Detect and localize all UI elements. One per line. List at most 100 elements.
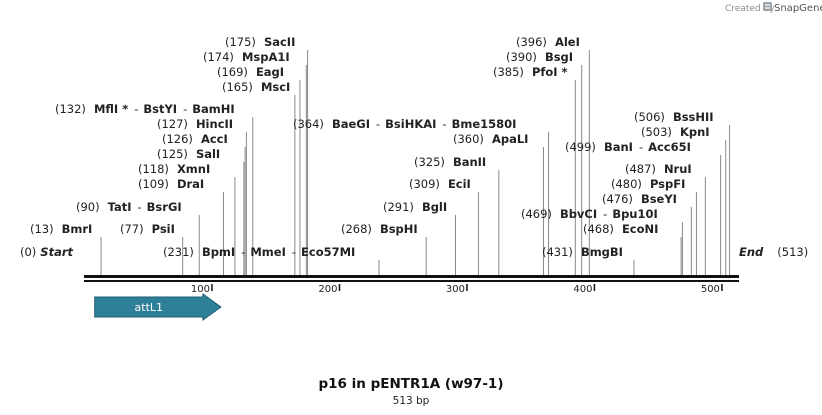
site-separator: - xyxy=(639,140,643,154)
site-position: (360) xyxy=(453,132,484,146)
site-position: (309) xyxy=(409,177,440,191)
site-label: (364) BaeGI - BsiHKAI - Bme1580I xyxy=(293,117,516,131)
site-label: (325) BanII xyxy=(414,155,486,169)
site-label: (174) MspA1I xyxy=(203,50,290,64)
site-separator: - xyxy=(292,245,296,259)
start-position: (0) xyxy=(20,245,36,259)
site-label: (309) EciI xyxy=(409,177,471,191)
ruler-tick-label: 400 xyxy=(573,284,592,295)
site-position: (476) xyxy=(602,192,633,206)
site-labels: (13) BmrI (77) PsiI(90) TatI - BsrGI(109) DraI(… xyxy=(30,35,714,259)
end-label: End (513) xyxy=(739,245,808,259)
site-enzyme-name: SalI xyxy=(196,147,220,161)
site-label: (468) EcoNI xyxy=(583,222,658,236)
site-label: (385) PfoI * xyxy=(493,65,568,79)
credit-prefix: Created by xyxy=(725,4,775,14)
site-enzyme-name: BseYI xyxy=(641,192,677,206)
ruler-tick-label: 500 xyxy=(701,284,720,295)
site-position: (77) xyxy=(120,222,144,236)
site-position: (231) xyxy=(163,245,194,259)
site-position: (364) xyxy=(293,117,324,131)
site-position: (503) xyxy=(641,125,672,139)
site-separator: - xyxy=(134,102,138,116)
site-enzyme-name: TatI xyxy=(108,200,132,214)
site-enzyme-name: BstYI xyxy=(143,102,177,116)
site-label: (118) XmnI xyxy=(138,162,210,176)
feature-attL1: attL1 xyxy=(94,293,222,321)
site-enzyme-name: AleI xyxy=(555,35,580,49)
site-position: (174) xyxy=(203,50,234,64)
site-label: (13) BmrI xyxy=(30,222,92,236)
site-enzyme-name: MflI * xyxy=(94,102,128,116)
site-label: (291) BglI xyxy=(383,200,447,214)
site-enzyme-name: BmrI xyxy=(62,222,93,236)
site-label: (487) NruI xyxy=(625,162,692,176)
site-enzyme-name: PfoI * xyxy=(532,65,568,79)
site-enzyme-name: AccI xyxy=(201,132,228,146)
site-lines xyxy=(100,50,731,276)
site-enzyme-name: Bme1580I xyxy=(452,117,517,131)
site-position: (487) xyxy=(625,162,656,176)
site-enzyme-name: BanII xyxy=(453,155,486,169)
site-enzyme-name: SacII xyxy=(264,35,295,49)
site-enzyme-name: BamHI xyxy=(192,102,234,116)
site-enzyme-name: Eco57MI xyxy=(301,245,355,259)
credit-brand: SnapGene xyxy=(774,3,822,14)
site-enzyme-name: Bpu10I xyxy=(612,207,657,221)
start-label: (0) Start xyxy=(20,245,74,259)
site-label: (499) BanI - Acc65I xyxy=(565,140,691,154)
end-position: (513) xyxy=(777,245,808,259)
site-enzyme-name: EcoNI xyxy=(622,222,658,236)
site-separator: - xyxy=(442,117,446,131)
site-separator: - xyxy=(241,245,245,259)
site-position: (396) xyxy=(516,35,547,49)
site-label: (476) BseYI xyxy=(602,192,677,206)
site-label: (132) MflI * - BstYI - BamHI xyxy=(55,102,235,116)
backbone-top-strand xyxy=(84,275,739,278)
site-position: (126) xyxy=(162,132,193,146)
site-enzyme-name: BglI xyxy=(422,200,447,214)
site-label: (360) ApaLI xyxy=(453,132,528,146)
feature-arrow xyxy=(94,293,222,321)
site-position: (268) xyxy=(341,222,372,236)
site-enzyme-name: EciI xyxy=(448,177,471,191)
site-enzyme-name: XmnI xyxy=(177,162,210,176)
site-enzyme-name: MspA1I xyxy=(242,50,290,64)
site-position: (325) xyxy=(414,155,445,169)
ruler-tick-label: 300 xyxy=(446,284,465,295)
site-position: (385) xyxy=(493,65,524,79)
site-label: (175) SacII xyxy=(225,35,295,49)
site-enzyme-name: BsgI xyxy=(545,50,573,64)
site-label: (480) PspFI xyxy=(611,177,685,191)
site-label: (127) HincII xyxy=(157,117,233,131)
site-position: (127) xyxy=(157,117,188,131)
feature-label: attL1 xyxy=(135,301,164,314)
site-enzyme-name: EagI xyxy=(256,65,284,79)
site-label: (268) BspHI xyxy=(341,222,418,236)
site-enzyme-name: BssHII xyxy=(673,110,714,124)
site-position: (431) xyxy=(542,245,573,259)
site-label: (125) SalI xyxy=(157,147,220,161)
site-enzyme-name: ApaLI xyxy=(492,132,529,146)
site-position: (506) xyxy=(634,110,665,124)
ruler-tick-label: 100 xyxy=(191,284,210,295)
site-label: (469) BbvCI - Bpu10I xyxy=(521,207,658,221)
site-enzyme-name: PsiI xyxy=(152,222,175,236)
site-enzyme-name: BmgBI xyxy=(581,245,623,259)
site-label: (109) DraI xyxy=(138,177,204,191)
site-enzyme-name: BpmI xyxy=(202,245,235,259)
site-enzyme-name: DraI xyxy=(177,177,204,191)
site-label: (506) BssHII xyxy=(634,110,714,124)
site-position: (132) xyxy=(55,102,86,116)
site-position: (165) xyxy=(222,80,253,94)
site-position: (390) xyxy=(506,50,537,64)
site-enzyme-name: MscI xyxy=(261,80,290,94)
site-enzyme-name: BspHI xyxy=(380,222,418,236)
site-position: (118) xyxy=(138,162,169,176)
site-position: (291) xyxy=(383,200,414,214)
site-enzyme-name: HincII xyxy=(196,117,233,131)
site-label: (431) BmgBI xyxy=(542,245,623,259)
site-position: (175) xyxy=(225,35,256,49)
site-enzyme-name: KpnI xyxy=(680,125,710,139)
site-enzyme-name: BbvCI xyxy=(560,207,597,221)
